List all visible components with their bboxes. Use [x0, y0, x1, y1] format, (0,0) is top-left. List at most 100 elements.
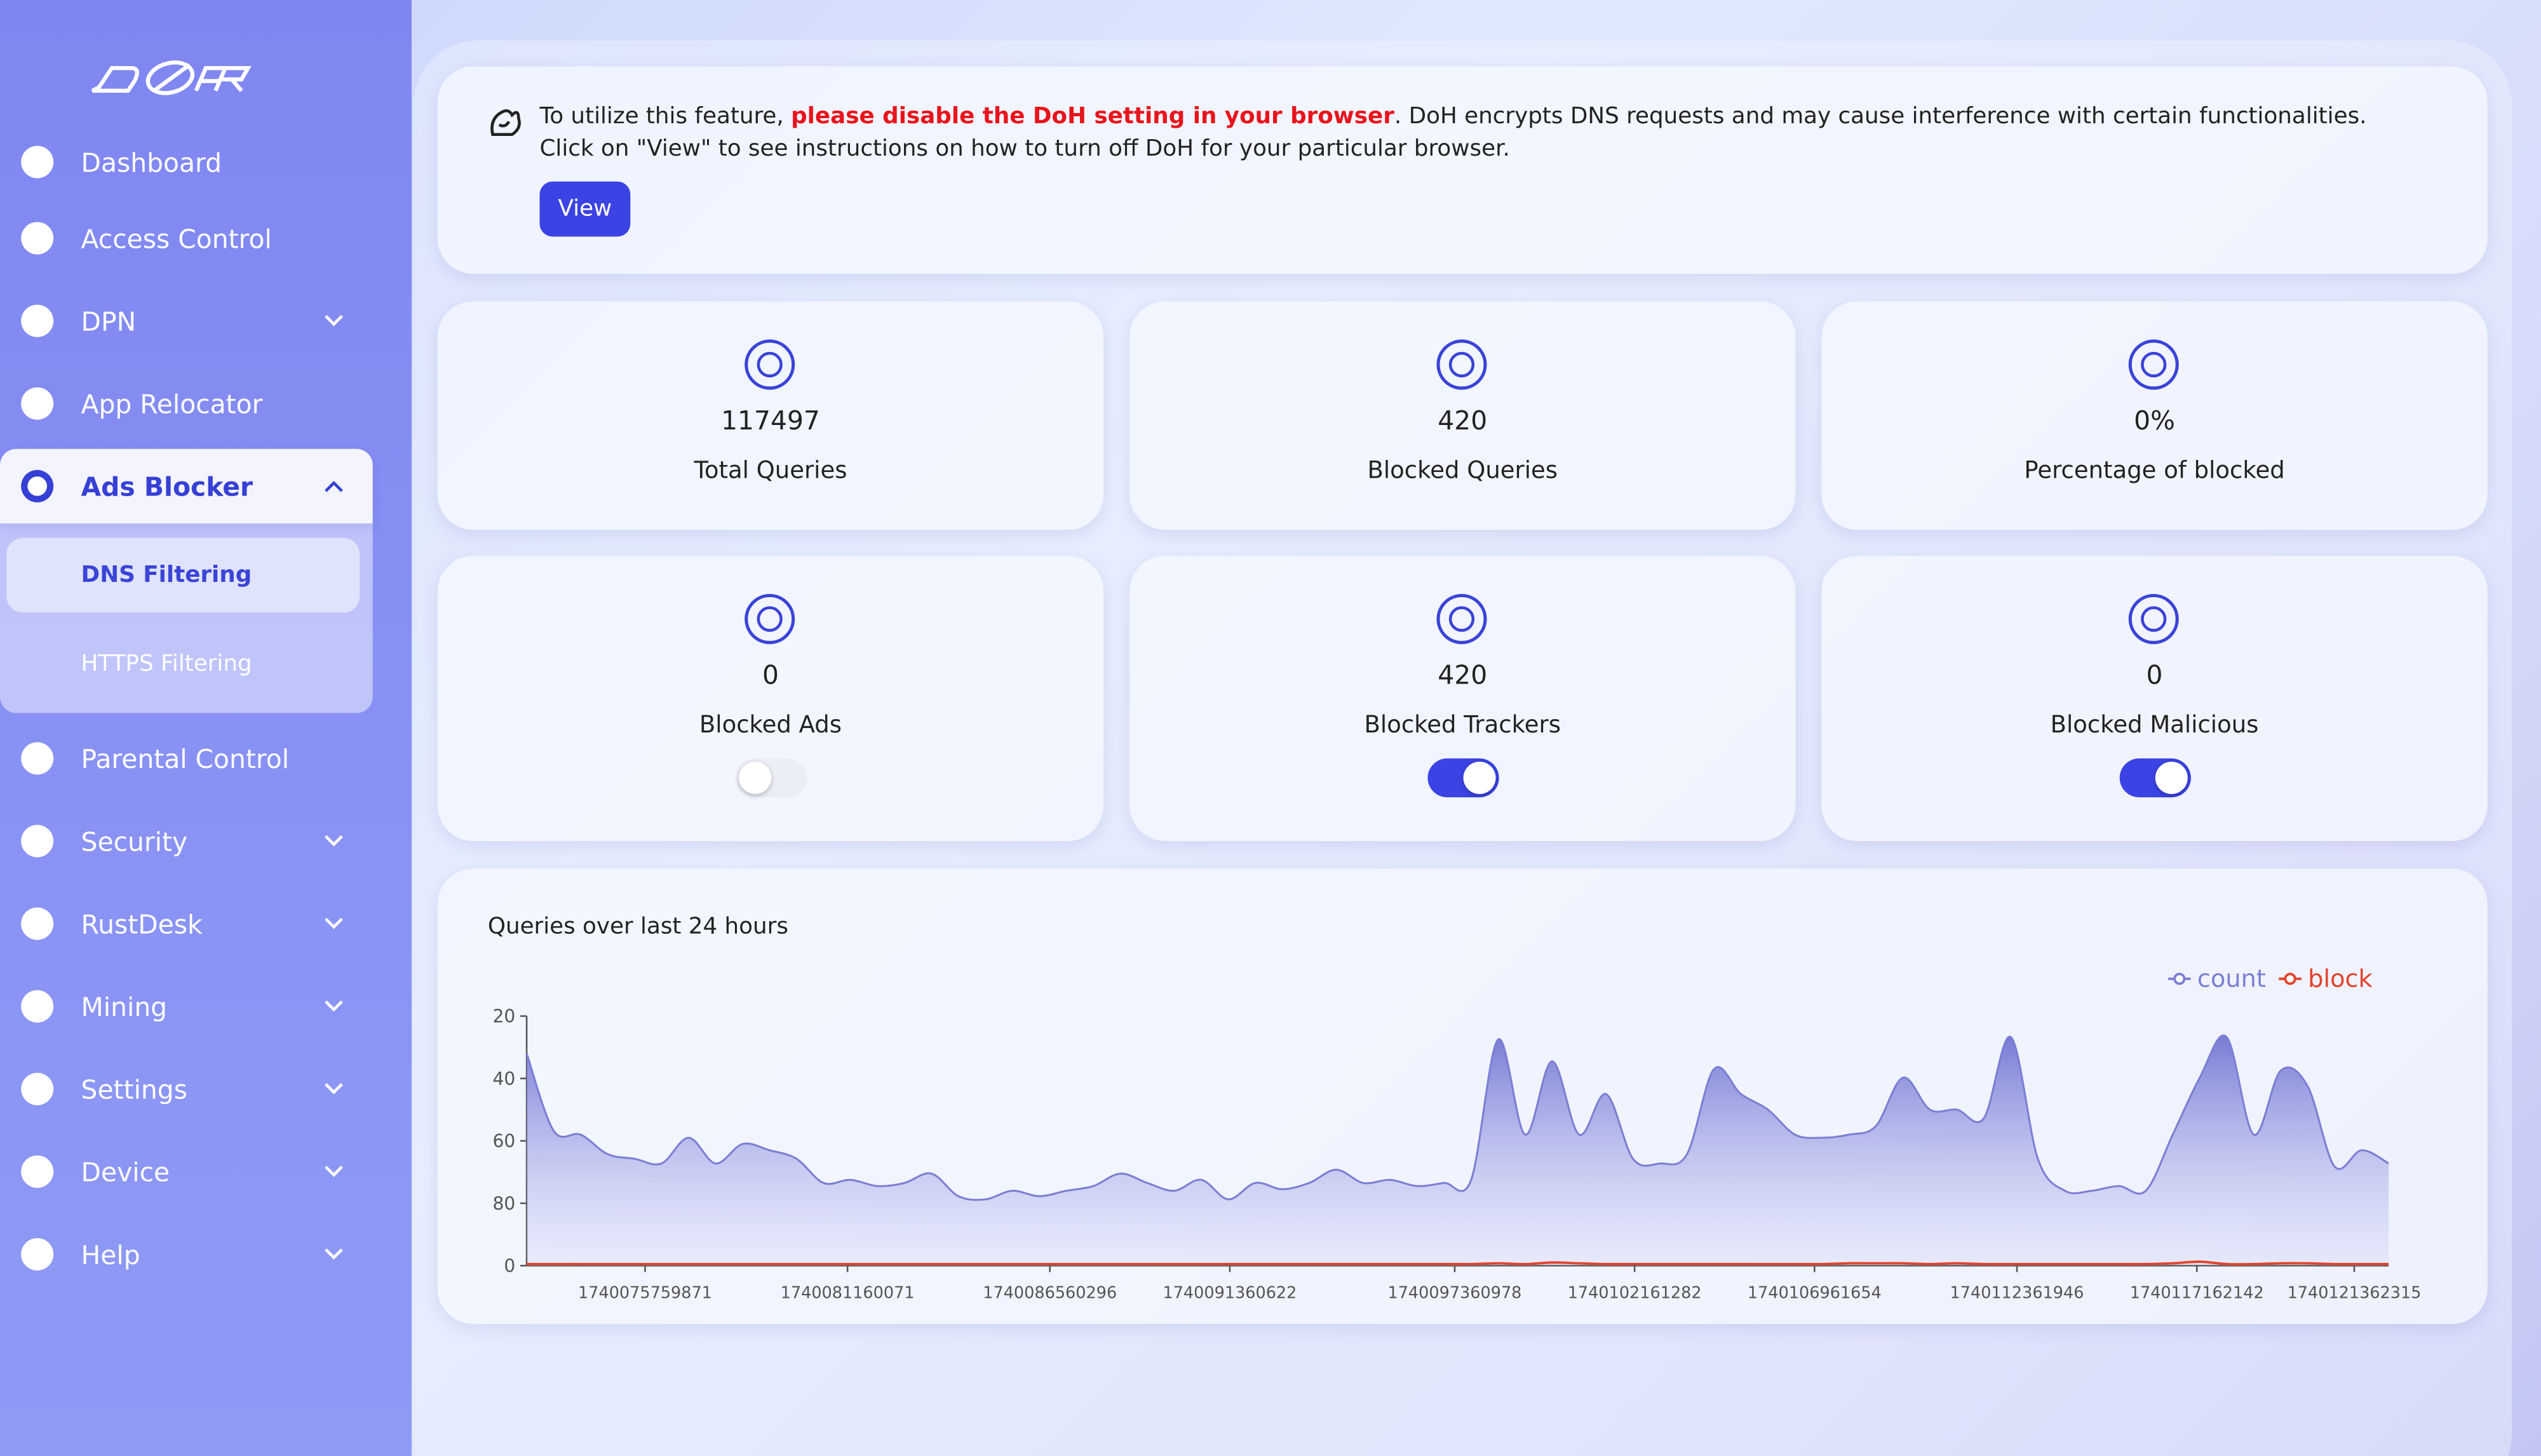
- toggle-switch[interactable]: [2119, 758, 2191, 798]
- menu-item[interactable]: Dashboard: [0, 125, 373, 199]
- chevron-shape: [325, 480, 343, 492]
- area: [527, 1035, 2389, 1266]
- stat-value: 0: [2146, 659, 2163, 691]
- y-tick-label: 40: [493, 1068, 516, 1089]
- menu-label: Dashboard: [81, 146, 222, 178]
- notice-line-1: To utilize this feature, please disable …: [539, 104, 2366, 130]
- menu-item[interactable]: Security: [0, 804, 373, 878]
- legend-label: count: [2197, 965, 2266, 994]
- chevron: [325, 917, 343, 929]
- menu-item[interactable]: DPN: [0, 283, 373, 358]
- icon-shape: [27, 476, 47, 496]
- icon-shape: [21, 990, 54, 1023]
- icon-shape: [2128, 593, 2179, 645]
- menu-icon: [21, 907, 54, 940]
- icon-shape: [1436, 593, 1487, 645]
- x-tick-label: 1740102161282: [1568, 1283, 1702, 1302]
- menu-label: Device: [81, 1156, 170, 1187]
- x-tick-label: 1740097360978: [1388, 1283, 1522, 1302]
- icon-shape: [745, 593, 795, 645]
- menu-item[interactable]: RustDesk: [0, 886, 373, 961]
- doh-notice: [437, 66, 2488, 274]
- series-line: [525, 1034, 2389, 1201]
- toggle-knob: [1463, 761, 1496, 794]
- sidebar: Dashboard Access Control DPN App Relocator A…: [0, 0, 412, 1456]
- legend-symbol: [2173, 973, 2186, 985]
- chevron: [325, 1082, 343, 1095]
- logo: [91, 60, 252, 95]
- view-button[interactable]: View: [539, 181, 631, 237]
- chevron: [325, 1248, 343, 1260]
- y-tick-label: 80: [493, 1193, 516, 1214]
- menu-label: Settings: [81, 1074, 187, 1105]
- stat-icon: [2128, 339, 2179, 390]
- menu-label: Help: [81, 1239, 140, 1270]
- icon-shape: [2128, 339, 2179, 390]
- menu-item[interactable]: Mining: [0, 969, 373, 1043]
- menu-icon: [21, 304, 54, 337]
- chart-title: Queries over last 24 hours: [488, 913, 788, 939]
- icon-shape: [745, 339, 795, 390]
- menu-item[interactable]: Settings: [0, 1052, 373, 1126]
- menu-icon: [21, 145, 54, 179]
- x-tick-label: 1740081160071: [781, 1283, 915, 1302]
- icon-shape: [21, 742, 54, 775]
- menu-item[interactable]: Access Control: [0, 201, 373, 275]
- icon-shape: [757, 351, 783, 378]
- stat-icon: [745, 339, 795, 390]
- icon-shape: [1436, 339, 1487, 390]
- menu-label: Parental Control: [81, 743, 290, 774]
- stat-value: 420: [1438, 659, 1488, 691]
- x-tick-label: 1740106961654: [1748, 1283, 1882, 1302]
- chevron-shape: [325, 1166, 343, 1177]
- stat-card: 420 Blocked Queries: [1129, 301, 1796, 530]
- x-tick-label: 1740117162142: [2130, 1283, 2264, 1302]
- submenu-item[interactable]: DNS Filtering: [6, 537, 360, 613]
- toggle-switch[interactable]: [736, 758, 807, 798]
- menu-label: App Relocator: [81, 388, 263, 419]
- menu-icon: [21, 1072, 54, 1105]
- icon-shape: [21, 825, 54, 858]
- submenu-item[interactable]: HTTPS Filtering: [81, 651, 252, 678]
- stat-icon: [2128, 593, 2179, 645]
- chevron: [325, 1166, 343, 1177]
- menu-item[interactable]: Help: [0, 1217, 373, 1291]
- menu-label: Ads Blocker: [81, 471, 253, 502]
- menu-icon: [21, 1237, 54, 1271]
- x-tick-label: 1740112361946: [1950, 1283, 2084, 1302]
- x-tick-label: 1740091360622: [1163, 1283, 1297, 1302]
- stat-value: 420: [1438, 405, 1488, 436]
- chevron-shape: [325, 1082, 343, 1095]
- icon-shape: [21, 145, 54, 179]
- menu-item[interactable]: Ads Blocker: [0, 448, 373, 523]
- y-tick-label: 20: [493, 1006, 516, 1027]
- chevron-shape: [325, 1000, 343, 1012]
- notice-text: . DoH encrypts DNS requests and may caus…: [1394, 104, 2367, 130]
- icon-shape: [21, 222, 54, 255]
- menu-icon: [21, 990, 54, 1023]
- menu-item[interactable]: App Relocator: [0, 367, 373, 441]
- toggle-knob: [739, 761, 772, 794]
- icon-shape: [1448, 606, 1475, 632]
- menu-item[interactable]: Device: [0, 1135, 373, 1209]
- stat-label: Percentage of blocked: [2024, 458, 2285, 485]
- chevron-shape: [325, 835, 343, 847]
- icon-shape: [21, 1237, 54, 1271]
- stat-card: 0 Blocked Malicious: [1821, 555, 2488, 841]
- toggle-switch[interactable]: [1427, 758, 1499, 798]
- stat-label: Blocked Ads: [699, 713, 842, 739]
- chevron: [325, 1000, 343, 1012]
- menu-icon: [21, 387, 54, 420]
- icon-shape: [1448, 351, 1475, 378]
- menu-icon: [21, 469, 54, 502]
- x-tick-label: 1740121362315: [2288, 1283, 2422, 1302]
- icon-shape: [21, 1155, 54, 1188]
- icon-shape: [21, 907, 54, 940]
- stat-label: Blocked Trackers: [1364, 713, 1561, 739]
- menu-icon: [21, 742, 54, 775]
- notice-text: To utilize this feature,: [539, 104, 792, 130]
- menu-item[interactable]: Parental Control: [0, 721, 373, 795]
- menu-label: Mining: [81, 990, 168, 1022]
- icon-shape: [21, 387, 54, 420]
